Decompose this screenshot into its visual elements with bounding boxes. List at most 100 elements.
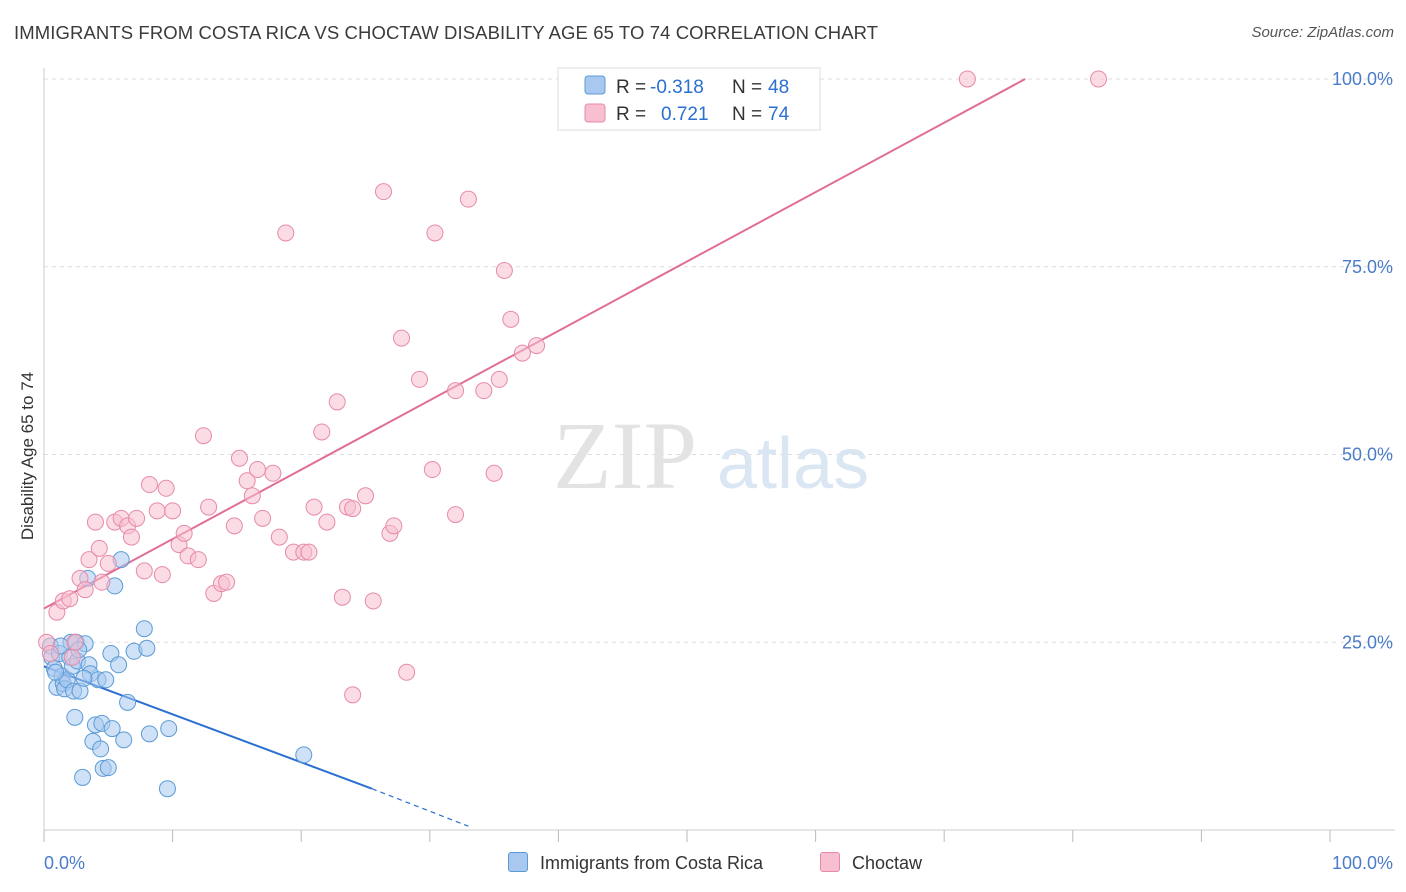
legend-r-value-blue: -0.318: [650, 77, 704, 98]
choctaw-point-39: [254, 509, 272, 527]
choctaw-point-22: [153, 566, 171, 584]
costa-rica-point-40: [140, 725, 158, 743]
legend-n-label-blue: N =: [732, 77, 762, 98]
choctaw-point-4: [61, 590, 79, 608]
costa-rica-point-43: [295, 746, 313, 764]
legend-item-costa-rica[interactable]: Immigrants from Costa Rica: [508, 852, 763, 874]
choctaw-point-28: [189, 551, 207, 569]
choctaw-point-1: [41, 645, 59, 663]
legend-r-label-pink: R =: [616, 104, 646, 125]
choctaw-point-68: [495, 262, 513, 280]
tick-labels: 25.0% 50.0% 75.0% 100.0% 0.0% 100.0%: [44, 69, 1393, 873]
costa-rica-point-39: [138, 639, 156, 657]
choctaw-point-63: [447, 382, 465, 400]
costa-rica-point-46: [75, 669, 93, 687]
choctaw-point-70: [513, 344, 531, 362]
costa-rica-point-31: [103, 720, 121, 738]
choctaw-point-35: [230, 449, 248, 467]
choctaw-point-54: [364, 592, 382, 610]
choctaw-point-5: [63, 648, 81, 666]
legend-r-label-blue: R =: [616, 77, 646, 98]
choctaw-point-17: [122, 528, 140, 546]
choctaw-point-8: [76, 581, 94, 599]
choctaw-point-46: [305, 498, 323, 516]
choctaw-point-29: [194, 427, 212, 445]
costa-rica-point-36: [119, 693, 137, 711]
costa-rica-point-33: [110, 656, 128, 674]
x-tick-label-min: 0.0%: [44, 853, 85, 873]
costa-rica-trend-extension: [371, 788, 469, 827]
trend-lines: [43, 78, 1026, 827]
choctaw-point-47: [313, 423, 331, 441]
legend-swatch-costa-rica: [508, 852, 528, 872]
choctaw-point-41: [270, 528, 288, 546]
costa-rica-point-35: [115, 731, 133, 749]
choctaw-point-33: [218, 573, 236, 591]
choctaw-point-34: [225, 517, 243, 535]
legend-n-value-blue: 48: [768, 77, 789, 98]
y-tick-label-50: 50.0%: [1342, 445, 1393, 465]
choctaw-point-24: [164, 502, 182, 520]
y-tick-label-25: 25.0%: [1342, 632, 1393, 652]
choctaw-point-45: [300, 543, 318, 561]
legend-swatch-pink: [584, 103, 606, 123]
choctaw-point-10: [86, 513, 104, 531]
choctaw-point-71: [528, 337, 546, 355]
watermark-zip: ZIP: [553, 402, 697, 509]
choctaw-point-59: [398, 663, 416, 681]
y-tick-label-75: 75.0%: [1342, 257, 1393, 277]
watermark: ZIP atlas: [553, 402, 869, 509]
choctaw-point-61: [423, 461, 441, 479]
choctaw-point-55: [375, 183, 393, 201]
choctaw-point-69: [502, 310, 520, 328]
choctaw-point-52: [344, 500, 362, 518]
chart-title: IMMIGRANTS FROM COSTA RICA VS CHOCTAW DI…: [14, 22, 879, 43]
y-tick-label-100: 100.0%: [1332, 69, 1393, 89]
choctaw-point-49: [328, 393, 346, 411]
legend-box: R = -0.318 N = 48 R = 0.721 N = 74: [557, 67, 821, 131]
costa-rica-point-47: [47, 663, 65, 681]
choctaw-point-18: [128, 509, 146, 527]
choctaw-point-67: [490, 370, 508, 388]
choctaw-point-75: [447, 506, 465, 524]
choctaw-point-37: [243, 487, 261, 505]
costa-rica-point-17: [74, 768, 92, 786]
choctaw-point-9: [80, 551, 98, 569]
legend-swatch-choctaw: [820, 852, 840, 872]
x-tick-label-max: 100.0%: [1332, 853, 1393, 873]
choctaw-point-26: [175, 524, 193, 542]
choctaw-point-30: [200, 498, 218, 516]
costa-rica-point-41: [160, 720, 178, 738]
choctaw-point-62: [426, 224, 444, 242]
choctaw-point-11: [90, 539, 108, 557]
choctaw-point-36: [238, 472, 256, 490]
watermark-atlas: atlas: [717, 424, 869, 504]
choctaw-point-66: [485, 464, 503, 482]
costa-rica-point-38: [135, 620, 153, 638]
choctaw-point-53: [357, 487, 374, 505]
choctaw-point-13: [99, 554, 117, 572]
choctaw-point-23: [157, 479, 175, 497]
y-axis-label: Disability Age 65 to 74: [18, 372, 37, 540]
chart-source: Source: ZipAtlas.com: [1251, 24, 1394, 41]
choctaw-point-73: [958, 70, 976, 88]
legend-label-choctaw: Choctaw: [852, 853, 923, 873]
axes: [43, 68, 1395, 842]
legend-n-value-pink: 74: [768, 104, 790, 125]
choctaw-point-42: [277, 224, 295, 242]
choctaw-point-74: [1090, 70, 1108, 88]
choctaw-point-58: [393, 329, 411, 347]
legend-r-value-pink: 0.721: [661, 104, 709, 125]
choctaw-point-38: [248, 461, 266, 479]
costa-rica-point-25: [92, 740, 110, 758]
choctaw-point-20: [140, 476, 158, 494]
choctaw-point-12: [93, 573, 111, 591]
choctaw-point-64: [459, 190, 477, 208]
choctaw-point-57: [385, 517, 403, 535]
choctaw-point-19: [135, 562, 153, 580]
costa-rica-point-28: [97, 671, 115, 689]
legend-item-choctaw[interactable]: Choctaw: [820, 852, 922, 874]
choctaw-point-40: [264, 464, 282, 482]
costa-rica-point-42: [158, 780, 176, 798]
